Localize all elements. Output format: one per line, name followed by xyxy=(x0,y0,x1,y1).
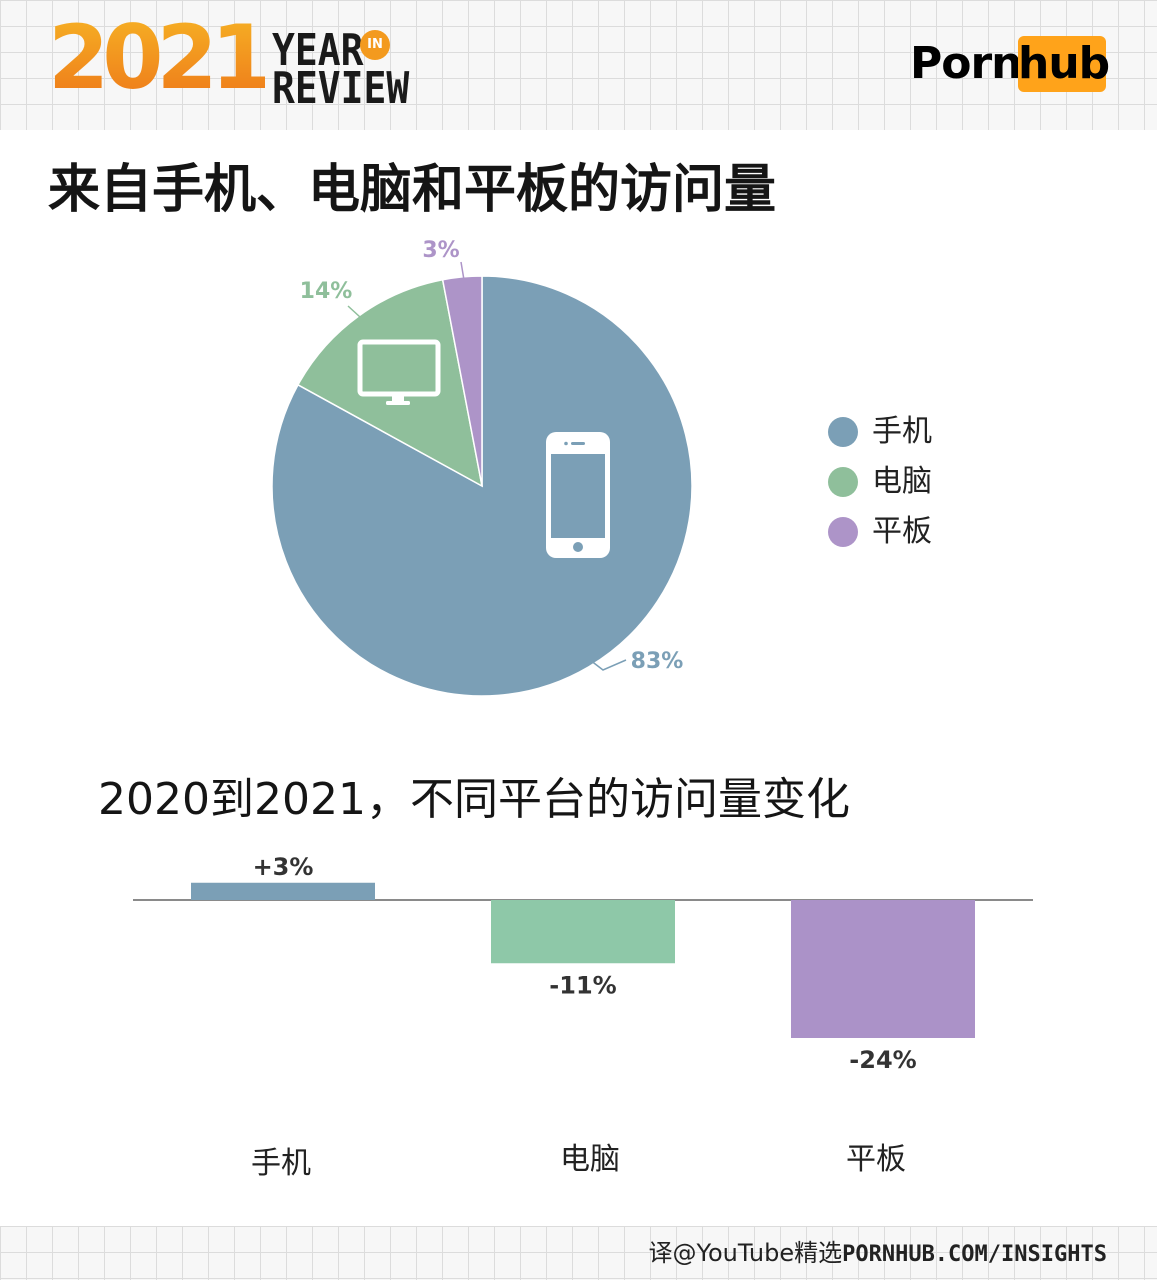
brand-logo-right: hub xyxy=(1018,36,1110,92)
footer-credit: 译@YouTube精选PORNHUB.COM/INSIGHTS xyxy=(649,1236,1108,1272)
pie-slice-tablet xyxy=(441,275,483,487)
pie-leader-tablet xyxy=(460,261,465,281)
legend-swatch-tablet xyxy=(828,517,858,547)
pie-chart: 83% 14% 3% xyxy=(271,238,693,697)
footer-url: PORNHUB.COM/INSIGHTS xyxy=(842,1242,1107,1267)
legend-item-computer: 电脑 xyxy=(828,460,1028,510)
bar-x-label-phone: 手机 xyxy=(251,1146,311,1181)
bar-label-tablet: -24% xyxy=(849,1046,916,1074)
pie-leader-computer xyxy=(347,305,373,329)
bar-x-label-tablet: 平板 xyxy=(846,1142,906,1177)
legend-swatch-computer xyxy=(828,467,858,497)
legend-label-tablet: 平板 xyxy=(872,514,932,549)
pie-label-phone: 83% xyxy=(631,649,684,674)
brand-logo-left: Porn xyxy=(910,38,1022,89)
legend-item-tablet: 平板 xyxy=(828,510,1028,560)
pie-label-tablet: 3% xyxy=(422,238,459,263)
year-logo-line2: REVIEW xyxy=(272,62,410,114)
bar-x-label-computer: 电脑 xyxy=(560,1142,620,1177)
footer-translator: 译@YouTube精选 xyxy=(648,1239,843,1267)
legend-label-computer: 电脑 xyxy=(872,464,932,499)
year-logo-line1: YEAR xyxy=(272,24,364,76)
monitor-icon xyxy=(357,339,441,405)
bar-label-computer: -11% xyxy=(549,971,616,999)
legend-label-phone: 手机 xyxy=(872,414,932,449)
header-band xyxy=(0,0,1157,130)
bar-phone xyxy=(191,882,375,900)
bar-chart-title: 2020到2021，不同平台的访问量变化 xyxy=(98,774,850,825)
year-logo: 2021 xyxy=(48,6,272,109)
phone-icon xyxy=(546,432,610,558)
bar-computer xyxy=(491,900,675,964)
legend-swatch-phone xyxy=(828,417,858,447)
bar-chart: +3% -11% -24% xyxy=(133,853,1033,1074)
pie-chart-title: 来自手机、电脑和平板的访问量 xyxy=(48,160,777,220)
pie-legend: 手机 电脑 平板 xyxy=(828,410,1028,560)
legend-item-phone: 手机 xyxy=(828,410,1028,460)
pie-leader-phone xyxy=(589,659,627,671)
year-logo-in-badge: IN xyxy=(360,30,390,60)
footer-band xyxy=(0,1226,1157,1280)
pie-label-computer: 14% xyxy=(300,279,353,304)
bar-label-phone: +3% xyxy=(253,853,314,881)
bar-tablet xyxy=(791,900,975,1038)
